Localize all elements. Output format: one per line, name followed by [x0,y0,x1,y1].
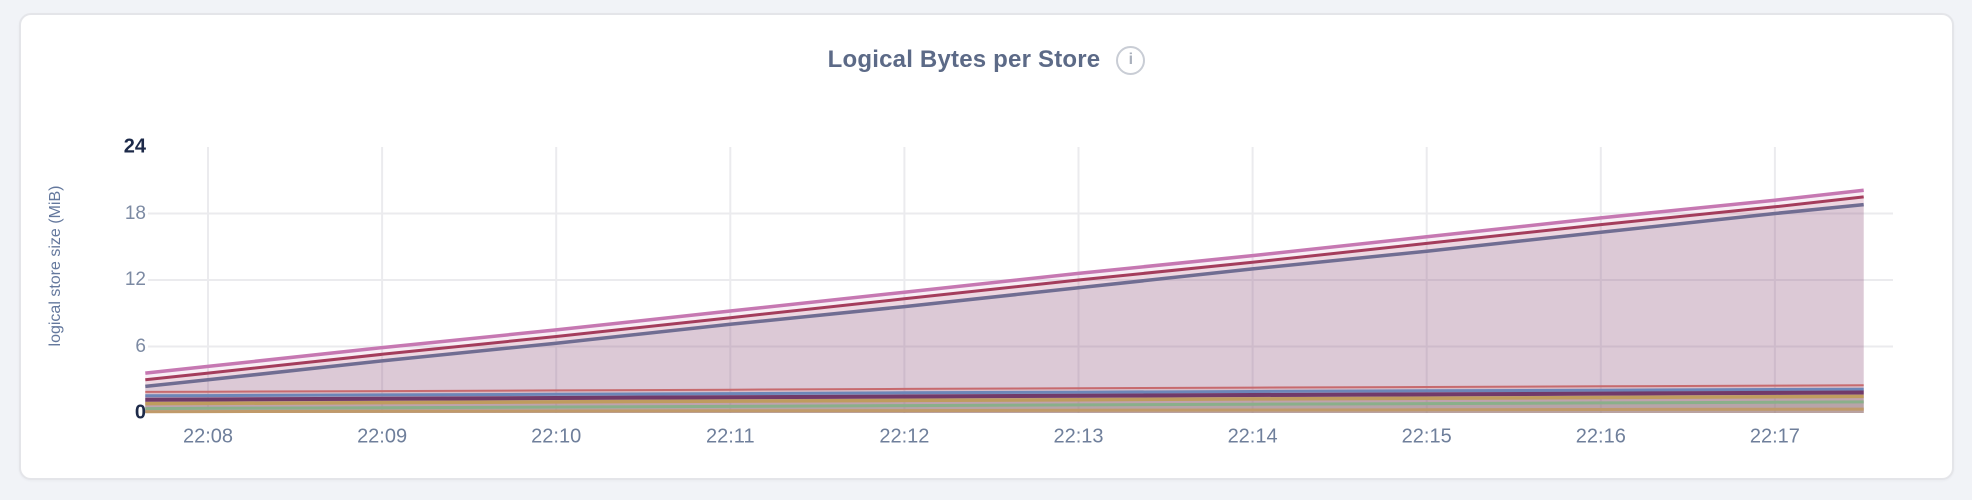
series-line-store-maroon-rising [145,195,1864,382]
chart-header: Logical Bytes per Store i [19,42,1954,78]
y-tick-label: 6 [135,335,146,357]
series-area-store-orchid-rising [145,190,1864,413]
x-tick-label: 22:12 [879,425,930,448]
y-tick-label: 24 [123,135,146,158]
x-tick-label: 22:10 [531,425,582,448]
series-area-store-slate-rising [145,204,1864,413]
y-tick-label: 12 [124,269,146,290]
x-tick-label: 22:16 [1575,425,1626,448]
y-tick-label: 0 [134,401,146,424]
series-line-store-steel-blue-flat [145,387,1864,398]
series-line-store-orchid-rising [145,188,1864,375]
y-tick-label: 18 [124,202,146,224]
series-line-store-green-flat [145,400,1864,411]
x-tick-label: 22:14 [1227,425,1278,448]
series-line-store-slate-rising [145,202,1864,389]
x-tick-label: 22:08 [182,425,234,448]
x-tick-label: 22:17 [1749,425,1800,448]
x-tick-label: 22:15 [1401,425,1452,448]
chart-title: Logical Bytes per Store [827,46,1101,73]
series-line-store-gold-flat [145,394,1864,406]
series-line-store-salmon-flat [145,384,1864,393]
x-tick-label: 22:13 [1053,425,1104,448]
info-icon[interactable]: i [1116,45,1146,75]
series-line-store-plum-flat [145,390,1864,402]
x-tick-label: 22:09 [357,425,408,448]
x-tick-label: 22:11 [706,425,755,448]
series-line-store-tan-flat [145,407,1864,414]
